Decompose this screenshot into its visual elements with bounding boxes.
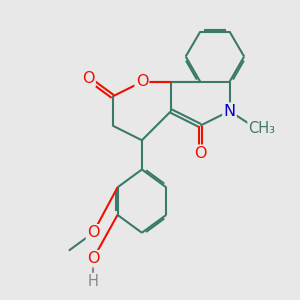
Text: O: O xyxy=(82,71,94,86)
Text: H: H xyxy=(88,274,99,289)
Text: CH₃: CH₃ xyxy=(248,122,275,136)
Text: O: O xyxy=(194,146,207,161)
Text: O: O xyxy=(136,74,148,89)
Text: O: O xyxy=(87,225,99,240)
Text: N: N xyxy=(224,103,236,118)
Text: O: O xyxy=(87,251,99,266)
